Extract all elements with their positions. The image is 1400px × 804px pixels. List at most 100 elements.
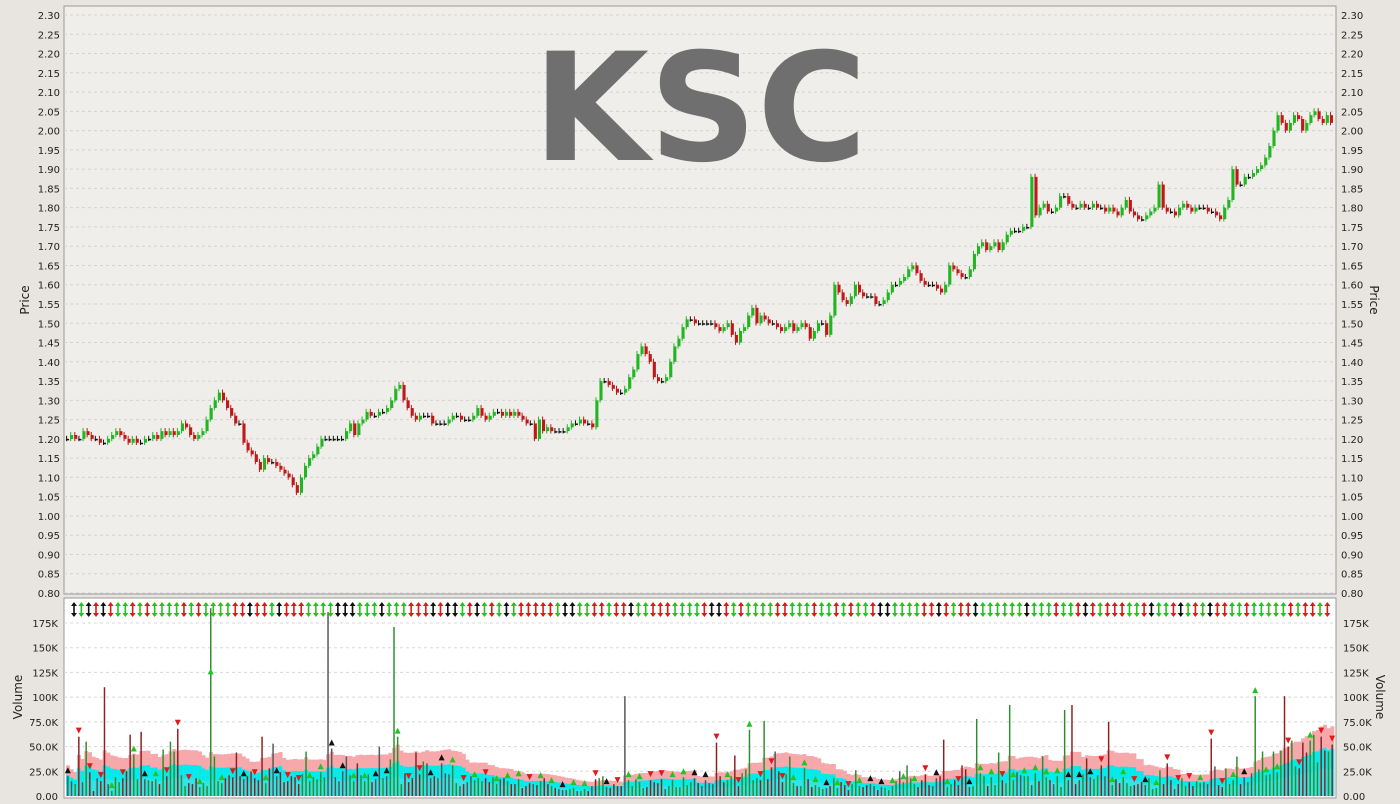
price-tick-label: 1.30 [1341,396,1363,407]
strip-arrow [833,602,840,606]
strip-arrow [496,602,503,606]
price-tick-label: 0.80 [1341,589,1363,600]
strip-arrow [1317,602,1324,606]
price-tick-label: 2.15 [1341,69,1363,80]
volume-bar [818,787,820,796]
candle-body [102,442,107,445]
price-tick-label: 1.35 [1341,377,1363,388]
price-tick-label: 1.95 [38,146,60,157]
candle-body [1288,122,1292,131]
price-tick-label: 0.85 [38,570,60,581]
volume-bar [909,778,912,796]
strip-arrow [122,602,129,606]
volume-bar [942,739,945,796]
candle-body [648,354,652,362]
candle-body [164,431,168,436]
strip-arrow [1053,613,1060,617]
strip-arrow [796,602,803,606]
volume-tick-label: 0.00 [1343,792,1365,800]
volume-bar [477,778,480,796]
strip-arrow [1243,602,1250,606]
strip-arrow [869,602,876,606]
price-panel[interactable]: KSC 0.80 0.85 0.90 0.95 1.00 1.05 1.10 1.15 1.20… [18,5,1381,600]
volume-bar [866,785,868,796]
volume-bar [1082,774,1084,796]
candle-body [837,284,841,293]
volume-bar [1027,776,1029,796]
strip-arrow [752,602,759,606]
candle-body [804,323,808,328]
candle-body [1214,211,1219,216]
candle-body [521,415,525,420]
candle-body [496,411,500,414]
price-tick-label: 0.95 [38,531,60,542]
volume-bar [1063,709,1066,796]
volume-bar [144,779,146,796]
volume-bar [177,728,179,796]
volume-panel[interactable]: 0.00 25.0K 50.0K 75.0K 100K 125K 150K 175K 0.00… [11,597,1387,803]
strip-arrow [1009,602,1016,606]
candle-body [476,408,480,416]
volume-bar [1287,746,1289,796]
strip-arrow [1060,613,1067,617]
candle-body [345,431,349,439]
volume-bar [693,778,696,796]
volume-bar [67,776,69,796]
volume-bar [254,778,256,796]
volume-bar [319,772,322,796]
volume-bar [983,776,985,796]
strip-arrow [312,602,319,606]
strip-arrow [1273,602,1280,606]
candle-body [870,296,874,298]
volume-bar [1078,780,1081,796]
candle-body [226,400,230,409]
candle-body [1001,242,1005,251]
signal-triangle [482,769,489,776]
volume-bar [1221,787,1223,796]
price-tick-label: 2.20 [1341,50,1363,61]
volume-bar [232,777,234,796]
candle-body [94,438,98,441]
candle-body [82,431,86,439]
volume-bar [935,778,938,796]
strip-arrow [503,602,510,606]
strip-arrow [481,613,488,617]
candle-body [1063,196,1067,198]
strip-arrow [950,602,957,606]
volume-bar [243,779,245,796]
volume-bar [122,778,124,796]
strip-arrow [408,602,415,606]
strip-arrow [664,602,671,606]
volume-bar [264,783,267,796]
candle-body [1075,207,1079,210]
volume-bar [418,774,421,796]
strip-arrow [1023,613,1030,617]
volume-bar [1203,782,1205,796]
volume-bar [906,765,908,796]
strip-arrow [1111,602,1118,606]
candle-body [558,431,562,433]
signal-triangle [1186,773,1193,780]
signal-triangle [383,767,390,774]
candle-body [1169,211,1173,214]
signal-triangle [680,768,687,775]
volume-bar [917,787,919,796]
candle-body [1116,211,1120,216]
price-tick-label: 1.10 [38,473,60,484]
strip-arrow [547,613,554,617]
signal-triangle [152,770,159,777]
candle-body [213,400,217,409]
candle-body [718,327,722,331]
strip-arrow [686,602,693,606]
candle-body [656,377,660,382]
volume-bar [671,780,674,796]
price-gridlines [64,14,1336,594]
volume-bar [898,771,901,796]
volume-bar [352,781,355,796]
strip-arrow [1273,613,1280,617]
strip-arrow [1023,602,1030,606]
signal-triangle [889,777,896,784]
candle-body [566,427,570,432]
volume-bar [1225,768,1227,796]
volume-bar [184,786,186,796]
